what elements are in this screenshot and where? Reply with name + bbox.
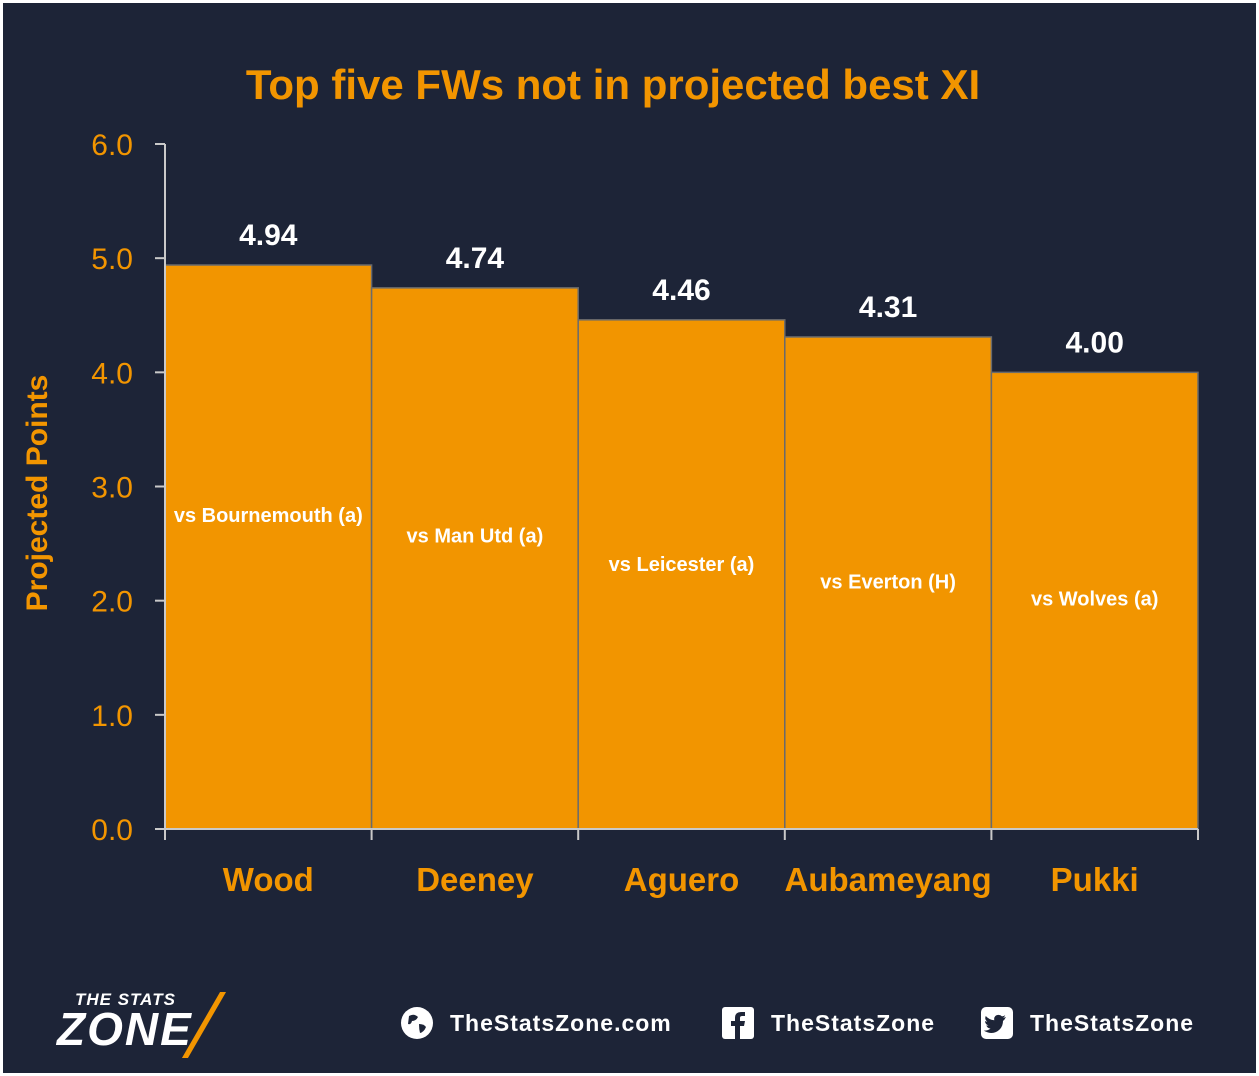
y-tick-label: 0.0 [91,814,133,847]
y-tick-label: 1.0 [91,700,133,733]
x-tick-label: Wood [223,861,314,898]
data-label: 4.46 [652,274,710,307]
facebook-link[interactable]: TheStatsZone [721,1006,935,1040]
y-tick-label: 3.0 [91,472,133,505]
bar-aguero [577,319,786,830]
x-tick-label: Pukki [1051,861,1139,898]
fixture-annotation: vs Everton (H) [820,571,956,593]
y-tick-label: 5.0 [91,243,133,276]
fixture-annotation: vs Bournemouth (a) [174,505,363,527]
footer: THE STATS ZONE TheStatsZone.com TheStats… [3,978,1256,1068]
facebook-label: TheStatsZone [771,1009,936,1036]
twitter-link[interactable]: TheStatsZone [980,1006,1194,1040]
y-tick-label: 2.0 [91,586,133,619]
globe-icon [401,1007,433,1039]
y-tick-label: 6.0 [91,129,133,162]
bar-chart: Top five FWs not in projected best XI Pr… [21,61,1199,898]
chart-title: Top five FWs not in projected best XI [246,61,980,108]
data-label: 4.31 [859,291,917,324]
logo-main-text: ZONE [57,1003,193,1055]
data-label: 4.74 [446,242,505,275]
x-tick-label: Aguero [624,861,740,898]
bar-wood [164,264,373,830]
data-label: 4.94 [239,219,298,252]
fixture-annotation: vs Leicester (a) [609,554,755,576]
website-label: TheStatsZone.com [450,1009,672,1036]
bar-deeney [370,287,579,830]
fixture-annotation: vs Wolves (a) [1031,588,1158,610]
y-tick-label: 4.0 [91,357,133,390]
y-axis-label: Projected Points [21,375,54,612]
bar-aubameyang [784,336,993,830]
stats-zone-logo: THE STATS ZONE [53,988,268,1058]
fixture-annotation: vs Man Utd (a) [407,526,544,548]
data-label: 4.00 [1066,326,1124,359]
twitter-label: TheStatsZone [1030,1009,1195,1036]
x-tick-label: Aubameyang [784,861,991,898]
bar-pukki [990,371,1199,830]
logo-top-text: THE STATS [75,990,176,1009]
website-link[interactable]: TheStatsZone.com [400,1006,672,1040]
twitter-icon [981,1007,1013,1039]
facebook-icon [722,1007,754,1039]
x-tick-label: Deeney [416,861,534,898]
